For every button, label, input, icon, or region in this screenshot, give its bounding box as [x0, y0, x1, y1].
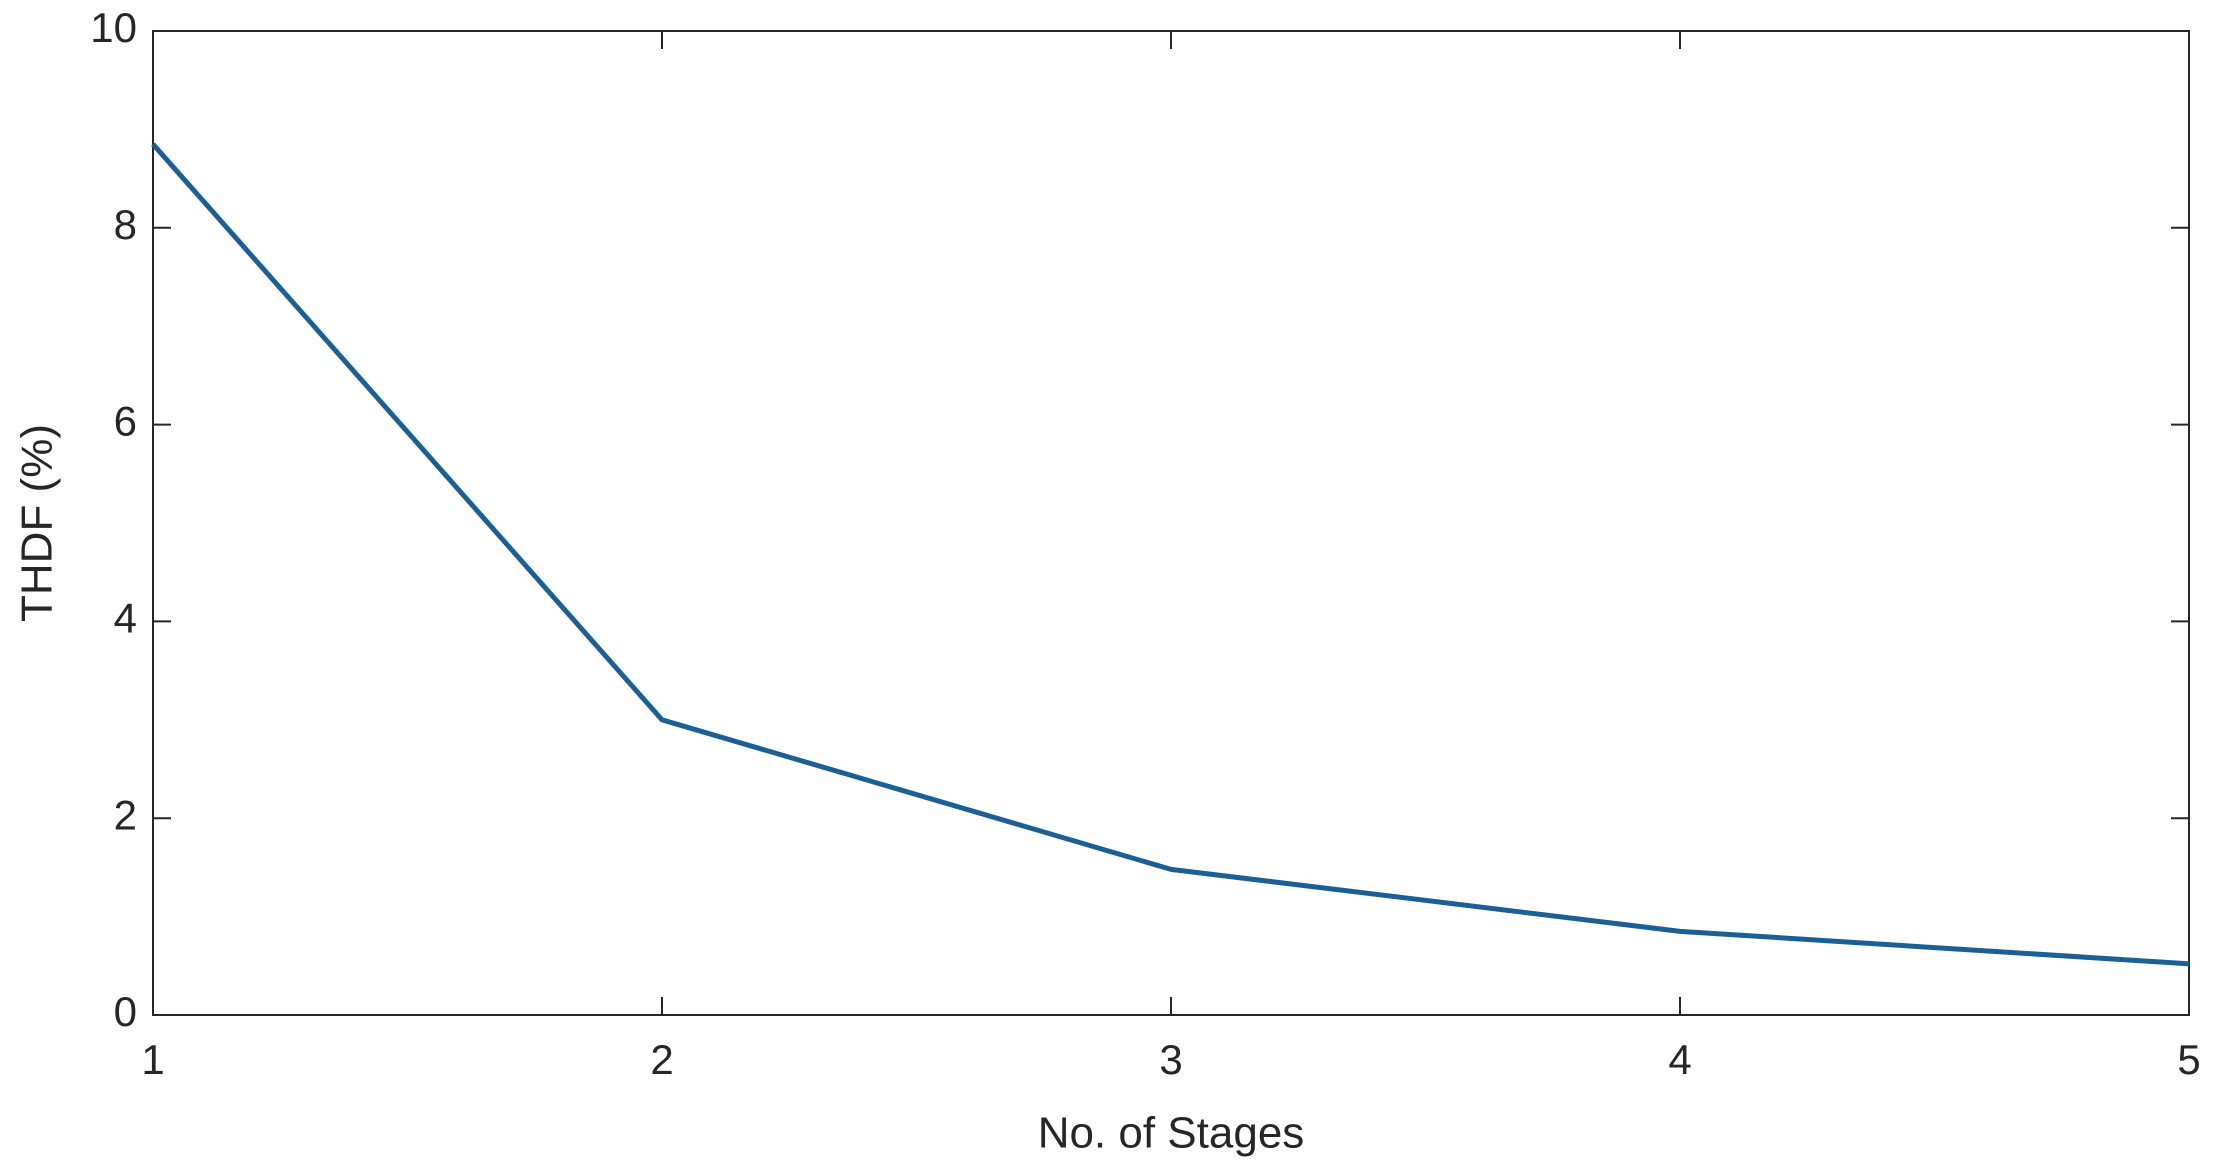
- y-tick-label: 10: [90, 4, 137, 51]
- y-tick-label: 4: [114, 594, 137, 641]
- y-tick-label: 8: [114, 201, 137, 248]
- data-line: [151, 142, 2190, 967]
- y-tick-label: 6: [114, 398, 137, 445]
- x-tick-label: 3: [1159, 1036, 1182, 1083]
- x-tick-label: 4: [1668, 1036, 1691, 1083]
- y-tick-label: 0: [114, 988, 137, 1035]
- x-tick-label: 2: [650, 1036, 673, 1083]
- x-axis-label: No. of Stages: [1038, 1109, 1305, 1158]
- y-tick-label: 2: [114, 791, 137, 838]
- x-tick-label: 5: [2177, 1036, 2200, 1083]
- y-axis-label: THDF (%): [13, 424, 62, 622]
- x-tick-label: 1: [141, 1036, 164, 1083]
